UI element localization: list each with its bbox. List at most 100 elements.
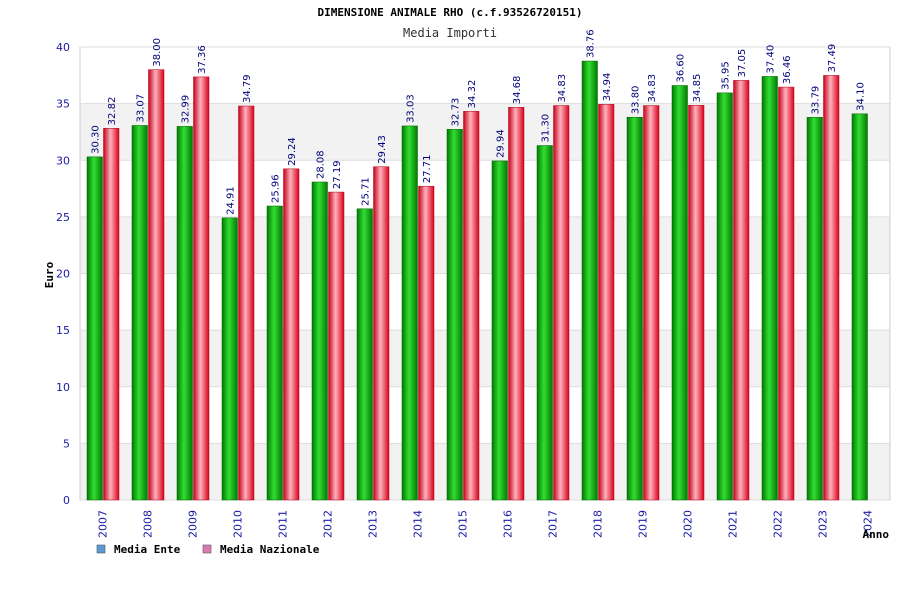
y-tick-label: 40: [56, 41, 70, 54]
data-label-media-nazionale-2011: 29.24: [287, 137, 298, 166]
data-label-media-nazionale-2022: 36.46: [782, 55, 793, 84]
legend-label-media-nazionale: Media Nazionale: [220, 543, 320, 556]
data-label-media-nazionale-2021: 37.05: [737, 49, 748, 78]
bar-media-ente-2023: [806, 117, 823, 501]
data-label-media-ente-2018: 38.76: [586, 29, 597, 58]
data-label-media-ente-2013: 25.71: [361, 177, 372, 206]
data-label-media-ente-2017: 31.30: [541, 114, 552, 143]
x-tick-label-2008: 2008: [142, 510, 155, 538]
x-tick-label-2022: 2022: [772, 510, 785, 538]
data-label-media-nazionale-2007: 32.82: [107, 97, 118, 126]
x-tick-label-2017: 2017: [547, 510, 560, 538]
x-tick-label-2012: 2012: [322, 510, 335, 538]
bar-media-nazionale-2009: [193, 76, 210, 501]
y-tick-label: 35: [56, 98, 70, 111]
bar-media-ente-2024: [851, 113, 868, 501]
x-tick-label-2023: 2023: [817, 510, 830, 538]
bar-media-ente-2019: [626, 116, 643, 501]
data-label-media-ente-2014: 33.03: [406, 94, 417, 123]
y-tick-label: 25: [56, 211, 70, 224]
plot-band: [80, 443, 890, 500]
data-label-media-nazionale-2015: 34.32: [467, 80, 478, 109]
data-label-media-ente-2024: 34.10: [856, 82, 867, 111]
bar-media-ente-2010: [221, 217, 238, 501]
x-axis-ticks: 2007 2008 2009 2010 2011 2012 2013 2014 2015 2016…: [97, 510, 875, 538]
bar-media-nazionale-2018: [598, 104, 615, 501]
data-label-media-ente-2010: 24.91: [226, 186, 237, 215]
chart-subtitle: Media Importi: [403, 26, 497, 40]
plot-band: [80, 330, 890, 387]
data-label-media-nazionale-2016: 34.68: [512, 76, 523, 105]
y-tick-label: 30: [56, 154, 70, 167]
bar-media-ente-2008: [131, 125, 148, 501]
bar-media-ente-2020: [671, 85, 688, 501]
data-label-media-ente-2008: 33.07: [136, 94, 147, 123]
data-label-media-ente-2020: 36.60: [676, 54, 687, 83]
data-label-media-nazionale-2017: 34.83: [557, 74, 568, 103]
bar-media-ente-2022: [761, 76, 778, 501]
plot-band: [80, 386, 890, 444]
data-label-media-ente-2019: 33.80: [631, 86, 642, 115]
bar-media-nazionale-2016: [508, 106, 525, 501]
data-labels: 30.30 32.82 33.07 38.00 32.99 37.36 24.91 34.79…: [91, 29, 867, 214]
bar-media-ente-2009: [176, 126, 193, 501]
y-tick-label: 15: [56, 324, 70, 337]
x-tick-label-2019: 2019: [637, 510, 650, 538]
data-label-media-nazionale-2018: 34.94: [602, 73, 613, 102]
data-label-media-nazionale-2008: 38.00: [152, 38, 163, 67]
bar-media-ente-2013: [356, 208, 373, 501]
data-label-media-nazionale-2014: 27.71: [422, 155, 433, 184]
data-label-media-ente-2012: 28.08: [316, 150, 327, 179]
bar-media-nazionale-2007: [103, 128, 120, 501]
bar-media-nazionale-2019: [643, 105, 660, 501]
bar-media-nazionale-2022: [778, 86, 795, 501]
bar-media-ente-2012: [311, 181, 328, 501]
legend-label-media-ente: Media Ente: [114, 543, 181, 556]
x-axis-label: Anno: [863, 528, 890, 541]
y-axis-label: Euro: [43, 261, 56, 288]
bar-media-nazionale-2023: [823, 75, 840, 501]
y-axis-ticks: 0 5 10 15 20 25 30 35 40: [56, 41, 70, 507]
bar-media-nazionale-2011: [283, 168, 300, 501]
legend: Media Ente Media Nazionale: [96, 543, 320, 556]
bar-media-nazionale-2012: [328, 191, 345, 501]
bar-media-nazionale-2008: [148, 69, 165, 501]
x-tick-label-2020: 2020: [682, 510, 695, 538]
x-tick-label-2016: 2016: [502, 510, 515, 538]
bar-media-nazionale-2013: [373, 166, 390, 501]
plot-background: [79, 46, 891, 501]
y-tick-label: 20: [56, 268, 70, 281]
legend-swatch-media-nazionale: [202, 544, 212, 554]
y-tick-label: 0: [63, 494, 70, 507]
bar-media-nazionale-2021: [733, 80, 750, 501]
plot-band: [80, 160, 890, 217]
bar-media-nazionale-2010: [238, 105, 255, 501]
data-label-media-ente-2022: 37.40: [766, 45, 777, 74]
bar-media-ente-2014: [401, 125, 418, 501]
data-label-media-ente-2007: 30.30: [91, 125, 102, 154]
x-tick-label-2021: 2021: [727, 510, 740, 538]
bar-media-nazionale-2015: [463, 111, 480, 501]
x-tick-label-2011: 2011: [277, 510, 290, 538]
data-label-media-nazionale-2013: 29.43: [377, 135, 388, 164]
bar-media-ente-2017: [536, 145, 553, 501]
bar-media-ente-2016: [491, 160, 508, 501]
x-tick-label-2024: 2024: [862, 510, 875, 538]
data-label-media-nazionale-2010: 34.79: [242, 74, 253, 103]
data-label-media-ente-2023: 33.79: [811, 86, 822, 115]
data-label-media-nazionale-2023: 37.49: [827, 44, 838, 73]
data-label-media-nazionale-2009: 37.36: [197, 45, 208, 74]
data-label-media-ente-2015: 32.73: [451, 98, 462, 127]
bars: [86, 60, 868, 501]
x-tick-label-2010: 2010: [232, 510, 245, 538]
data-label-media-nazionale-2012: 27.19: [332, 160, 343, 189]
legend-swatch-media-ente: [96, 544, 106, 554]
chart-title: DIMENSIONE ANIMALE RHO (c.f.93526720151): [318, 6, 583, 19]
x-tick-label-2007: 2007: [97, 510, 110, 538]
x-tick-label-2015: 2015: [457, 510, 470, 538]
bar-media-ente-2021: [716, 92, 733, 501]
bar-media-ente-2007: [86, 156, 103, 501]
data-label-media-ente-2009: 32.99: [181, 95, 192, 124]
data-label-media-ente-2016: 29.94: [496, 129, 507, 158]
